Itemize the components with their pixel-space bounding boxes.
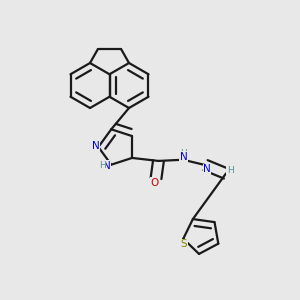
Text: O: O (150, 178, 159, 188)
Text: N: N (203, 164, 211, 174)
Text: N: N (103, 160, 110, 171)
Text: H: H (99, 161, 106, 170)
Text: N: N (180, 152, 188, 162)
Text: H: H (227, 166, 233, 175)
Text: H: H (181, 148, 187, 158)
Text: S: S (181, 239, 187, 249)
Text: N: N (92, 141, 100, 151)
